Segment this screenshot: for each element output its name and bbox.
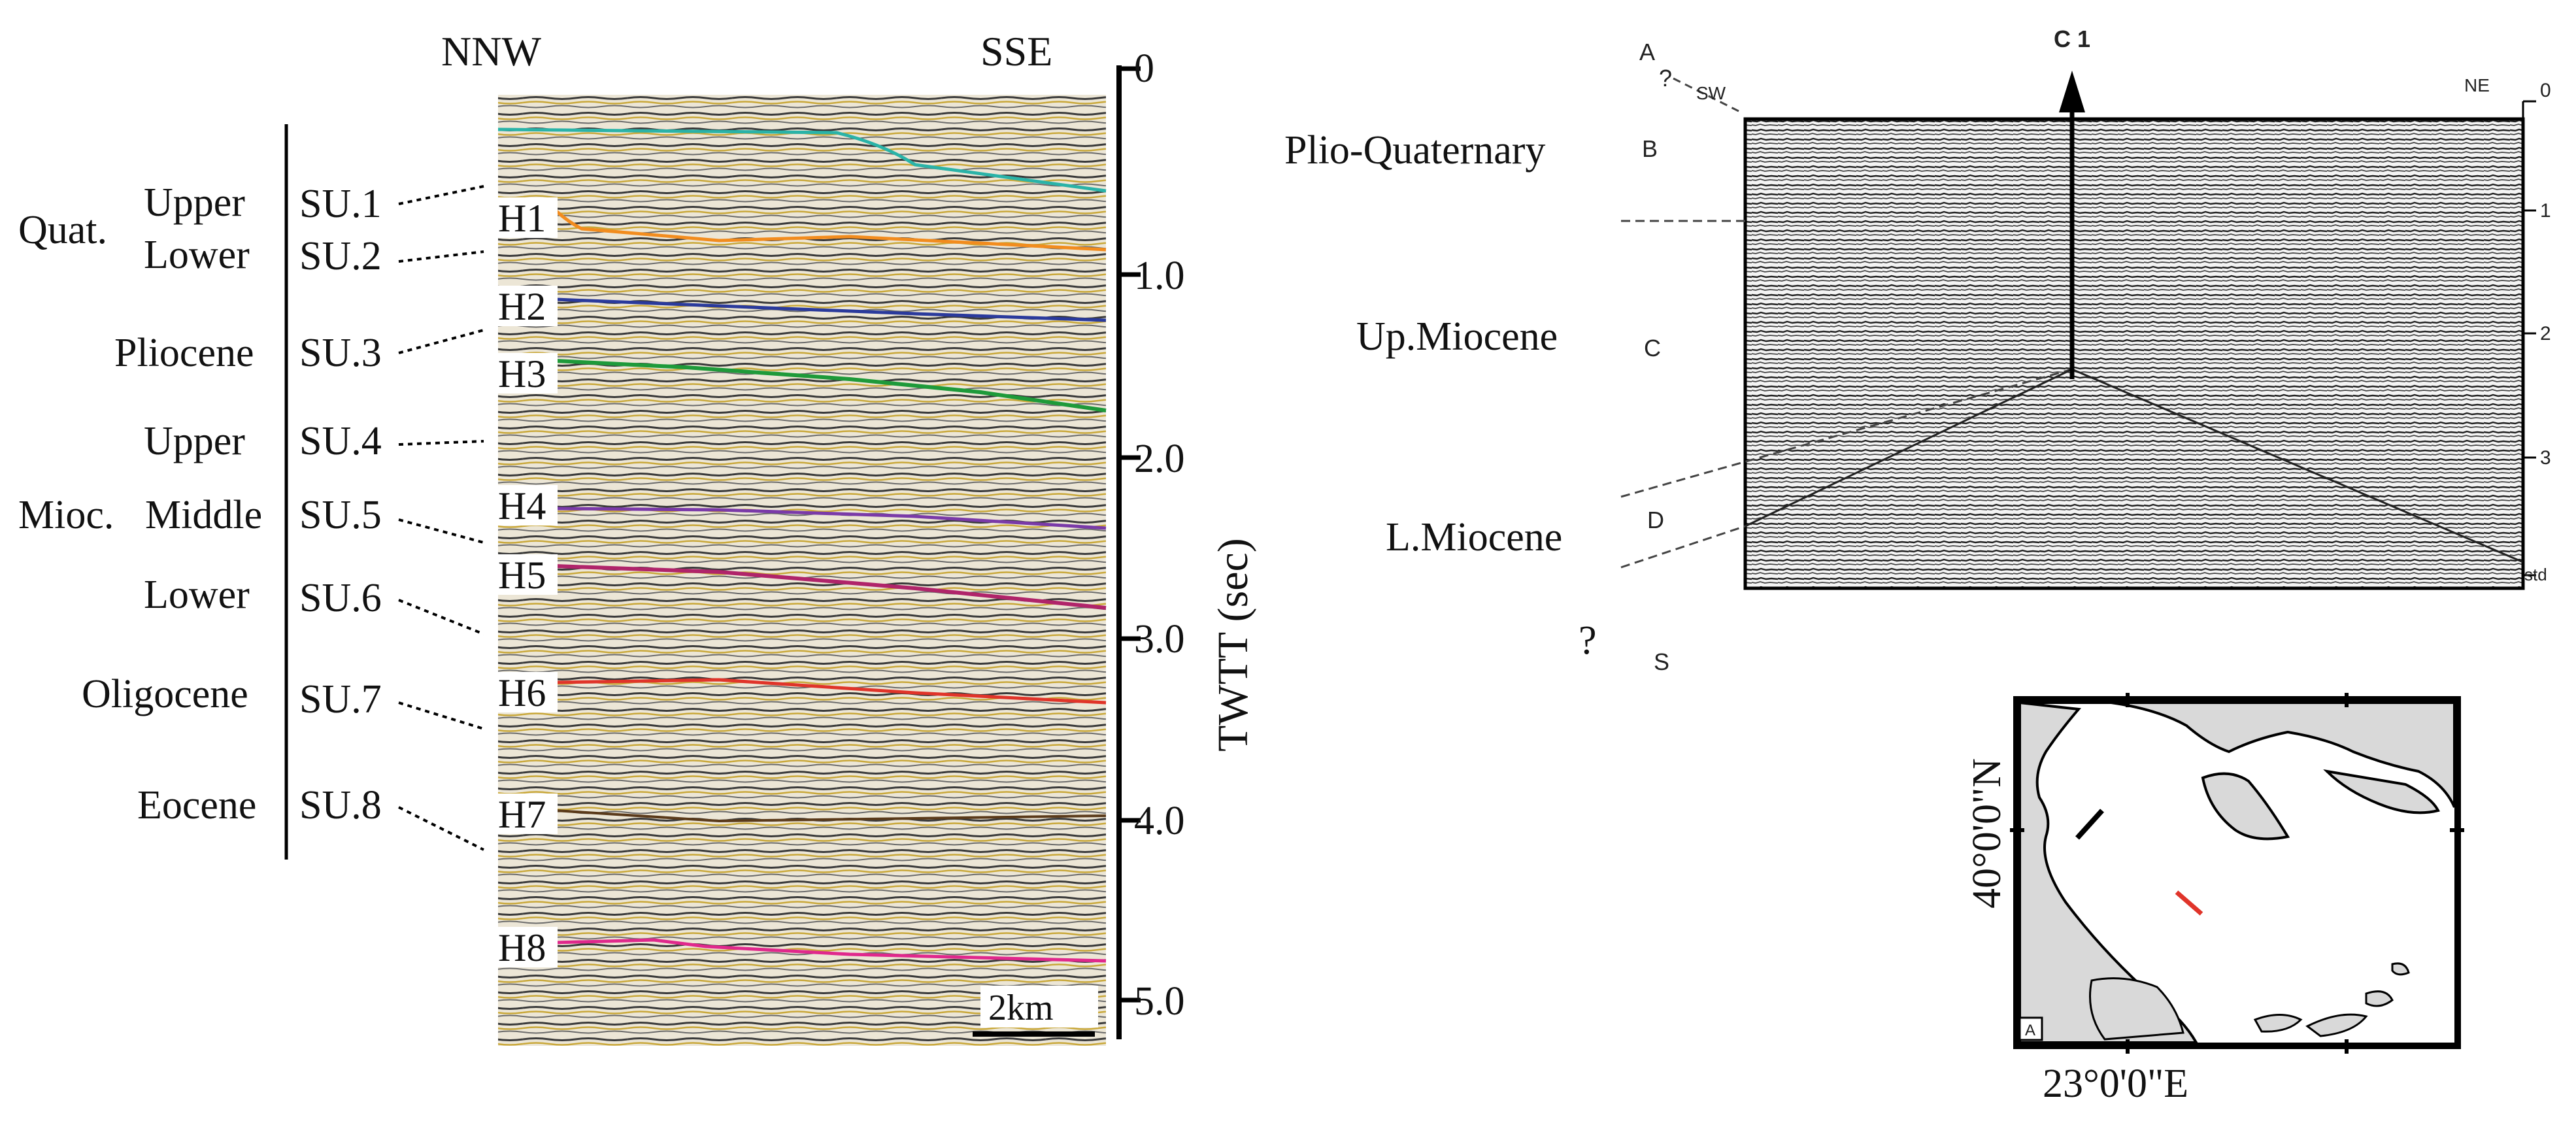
seq-b: B bbox=[1642, 135, 1658, 162]
horizon-label-h3: H3 bbox=[498, 352, 546, 395]
well-c1-arrow bbox=[2059, 71, 2085, 112]
horizon-label-h2: H2 bbox=[498, 285, 546, 328]
seq-s: S bbox=[1654, 648, 1669, 675]
age-plio-quaternary: Plio-Quaternary bbox=[1284, 128, 1545, 173]
tick-label-1: 1.0 bbox=[1134, 254, 1185, 298]
unit-su2: SU.2 bbox=[299, 234, 382, 278]
depth-tick-0: 0 bbox=[2540, 80, 2551, 101]
seismic-units: SU.1 SU.2 SU.3 SU.4 SU.5 SU.6 SU.7 SU.8 bbox=[299, 182, 484, 851]
ne-label: NE bbox=[2464, 75, 2490, 95]
depth-tick-3: 3 bbox=[2540, 447, 2551, 469]
horizon-h7-line bbox=[555, 809, 1107, 823]
unit-su3: SU.3 bbox=[299, 331, 382, 375]
direction-sse: SSE bbox=[980, 28, 1052, 75]
age-mioc: Mioc. bbox=[18, 493, 114, 537]
tick-label-2: 2.0 bbox=[1134, 437, 1185, 481]
horizon-h4-line bbox=[555, 507, 1107, 530]
age-middle-miocene: Middle bbox=[145, 493, 262, 537]
profile-red bbox=[2175, 890, 2203, 916]
tick-label-0: 0 bbox=[1134, 46, 1154, 91]
unit-su8: SU.8 bbox=[299, 783, 382, 828]
seq-c: C bbox=[1644, 335, 1661, 361]
unit-su6: SU.6 bbox=[299, 576, 382, 620]
seafloor-line bbox=[497, 127, 1107, 193]
unit-su5: SU.5 bbox=[299, 493, 382, 537]
depth-tick-std: std bbox=[2524, 565, 2547, 584]
horizon-h1-line bbox=[554, 209, 1107, 252]
horizon-h2-line bbox=[555, 297, 1107, 322]
horizon-h3-line bbox=[555, 359, 1107, 412]
age-pliocene: Pliocene bbox=[114, 331, 254, 375]
horizon-label-h4: H4 bbox=[498, 484, 546, 527]
age-upper-miocene: Upper bbox=[144, 419, 245, 463]
depth-tick-2: 2 bbox=[2540, 323, 2551, 344]
twtt-axis: 0 1.0 2.0 3.0 4.0 5.0 TWTT (sec) bbox=[1116, 46, 1257, 1039]
age-lower-miocene: Lower bbox=[144, 573, 250, 617]
horizon-label-h8: H8 bbox=[498, 926, 546, 969]
age-lower-quat: Lower bbox=[144, 233, 250, 277]
question-mark-top: ? bbox=[1659, 65, 1672, 92]
age-up-miocene: Up.Miocene bbox=[1356, 314, 1558, 359]
age-l-miocene: L.Miocene bbox=[1386, 515, 1562, 560]
location-map: A 40°0'0"N 23°0'0"E bbox=[1965, 693, 2464, 1106]
age-oligocene: Oligocene bbox=[82, 672, 248, 716]
seq-a: A bbox=[1639, 39, 1655, 65]
tick-label-4: 4.0 bbox=[1134, 799, 1185, 843]
seq-d: D bbox=[1647, 507, 1664, 533]
horizon-h5-line bbox=[555, 564, 1107, 610]
map-lat-label: 40°0'0"N bbox=[1965, 758, 2009, 909]
unit-su4: SU.4 bbox=[299, 419, 382, 463]
age-quat: Quat. bbox=[18, 208, 107, 252]
question-mark-bottom: ? bbox=[1579, 618, 1597, 663]
horizon-label-h5: H5 bbox=[498, 554, 546, 597]
scale-bar-label: 2km bbox=[988, 988, 1054, 1028]
unit-su7: SU.7 bbox=[299, 677, 382, 722]
tick-label-3: 3.0 bbox=[1134, 617, 1185, 661]
tick-label-5: 5.0 bbox=[1134, 979, 1185, 1024]
sw-label: SW bbox=[1696, 83, 1726, 103]
right-seismic-panel: Plio-Quaternary Up.Miocene L.Miocene ? A… bbox=[1284, 25, 2551, 675]
age-eocene: Eocene bbox=[137, 783, 256, 828]
horizon-label-h1: H1 bbox=[498, 197, 546, 240]
well-c1-label: C 1 bbox=[2054, 25, 2090, 52]
unit-su1: SU.1 bbox=[299, 182, 382, 226]
horizon-h8-line bbox=[555, 938, 1107, 963]
seismic-section-left bbox=[498, 95, 1106, 1046]
profile-black bbox=[2075, 809, 2104, 840]
horizon-label-h7: H7 bbox=[498, 793, 546, 836]
axis-title: TWTT (sec) bbox=[1209, 538, 1257, 752]
seismic-section-right bbox=[1743, 117, 2525, 590]
depth-tick-1: 1 bbox=[2540, 200, 2551, 222]
left-seismic-panel: NNW SSE H1 H2 H3 H4 H5 H6 H7 bbox=[18, 28, 1257, 1046]
map-lon-label: 23°0'0"E bbox=[2043, 1062, 2188, 1106]
age-upper-quat: Upper bbox=[144, 180, 245, 225]
map-corner-a: A bbox=[2025, 1022, 2035, 1039]
direction-nnw: NNW bbox=[441, 28, 541, 75]
horizon-h6-line bbox=[555, 678, 1107, 705]
horizon-labels: H1 H2 H3 H4 H5 H6 H7 H8 bbox=[495, 197, 558, 969]
horizon-label-h6: H6 bbox=[498, 671, 546, 714]
